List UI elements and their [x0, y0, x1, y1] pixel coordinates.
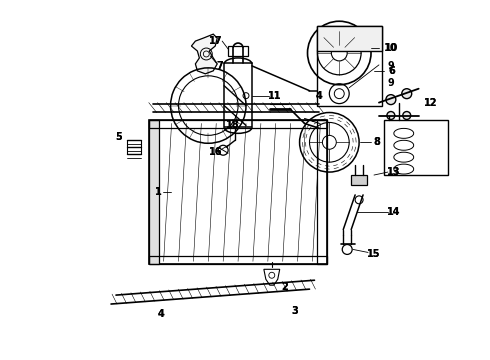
Text: 2: 2: [281, 282, 288, 292]
Text: 16: 16: [208, 147, 222, 157]
Circle shape: [402, 89, 412, 99]
Bar: [318, 121, 327, 264]
Bar: [149, 121, 327, 264]
Text: 15: 15: [367, 249, 381, 260]
Text: 11: 11: [268, 91, 282, 101]
Text: 4: 4: [157, 309, 164, 319]
Text: 14: 14: [387, 207, 401, 217]
Text: 16: 16: [208, 147, 222, 157]
Text: 10: 10: [384, 43, 397, 53]
Bar: [384, 121, 448, 175]
Text: 18: 18: [226, 121, 240, 130]
Text: 7: 7: [217, 61, 223, 71]
Text: 4: 4: [316, 91, 323, 101]
Bar: [351, 175, 367, 185]
Text: 3: 3: [291, 306, 298, 316]
Text: 3: 3: [291, 306, 298, 316]
Bar: [149, 256, 327, 264]
Circle shape: [403, 112, 411, 120]
Text: 1: 1: [155, 187, 162, 197]
Text: 6: 6: [389, 66, 395, 76]
Text: 12: 12: [424, 98, 437, 108]
Text: 17: 17: [208, 36, 222, 46]
Circle shape: [386, 95, 396, 105]
Text: 12: 12: [424, 98, 437, 108]
Text: 13: 13: [387, 167, 401, 177]
Text: 14: 14: [387, 207, 401, 217]
Text: 5: 5: [116, 132, 122, 142]
Text: 15: 15: [367, 249, 381, 260]
Text: 9: 9: [388, 61, 394, 71]
Text: 2: 2: [281, 282, 288, 292]
Text: 9: 9: [388, 78, 394, 88]
Text: 1: 1: [155, 187, 162, 197]
Text: 17: 17: [208, 36, 222, 46]
Bar: [318, 26, 382, 105]
Bar: [318, 26, 382, 51]
Text: 4: 4: [157, 309, 164, 319]
Text: 10: 10: [385, 43, 398, 53]
Bar: [228, 46, 248, 56]
Bar: [149, 121, 159, 264]
Bar: [149, 121, 327, 129]
Polygon shape: [192, 34, 217, 74]
Text: 6: 6: [389, 66, 395, 76]
Text: 8: 8: [373, 137, 380, 147]
Text: 5: 5: [116, 132, 122, 142]
Text: 11: 11: [268, 91, 282, 101]
Text: 7: 7: [217, 61, 223, 71]
Text: 18: 18: [226, 121, 240, 130]
Bar: [224, 63, 252, 127]
Text: 4: 4: [316, 91, 323, 101]
Text: 13: 13: [387, 167, 401, 177]
Circle shape: [387, 112, 395, 120]
Text: 8: 8: [373, 137, 380, 147]
